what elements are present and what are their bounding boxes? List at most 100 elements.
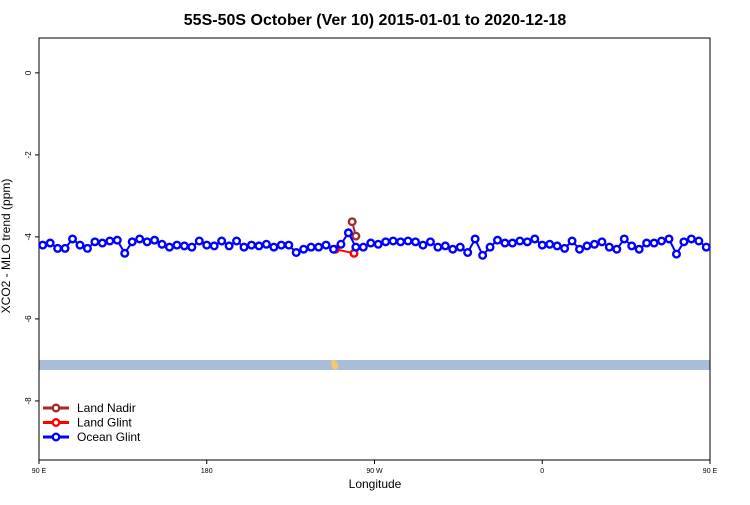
point (530, 234, 540, 244)
legend-label: Land Glint (77, 416, 132, 430)
point (105, 236, 115, 246)
point (589, 239, 599, 249)
point (478, 250, 488, 260)
point (455, 242, 465, 252)
point (582, 241, 592, 251)
point (522, 237, 532, 247)
point (239, 242, 249, 252)
y-tick-label: 0 (24, 70, 33, 75)
point (217, 236, 227, 246)
point (232, 236, 242, 246)
y-tick-label: -2 (24, 151, 33, 159)
point (97, 238, 107, 248)
point (120, 248, 130, 258)
point (448, 244, 458, 254)
point (604, 242, 614, 252)
point (82, 243, 92, 253)
point (127, 237, 137, 247)
point (671, 249, 681, 259)
point (575, 244, 585, 254)
y-tick-label: -6 (24, 315, 33, 323)
point (299, 244, 309, 254)
point (552, 241, 562, 251)
point (537, 240, 547, 250)
point (701, 242, 711, 252)
point (560, 243, 570, 253)
point (619, 234, 629, 244)
point (493, 235, 503, 245)
point (627, 241, 637, 251)
point (75, 240, 85, 250)
point (261, 239, 271, 249)
point (642, 238, 652, 248)
point (664, 234, 674, 244)
x-tick-label: 90 E (703, 468, 718, 475)
legend-marker (51, 432, 61, 442)
point (336, 239, 346, 249)
point (254, 241, 264, 251)
surface-strip (39, 360, 710, 370)
point (351, 231, 361, 241)
point (150, 235, 160, 245)
point (224, 241, 234, 251)
point (112, 235, 122, 245)
point (396, 237, 406, 247)
point (135, 234, 145, 244)
point (328, 244, 338, 254)
point (507, 238, 517, 248)
point (440, 241, 450, 251)
point (366, 238, 376, 248)
y-tick-label: -8 (24, 397, 33, 405)
point (686, 234, 696, 244)
point (679, 237, 689, 247)
point (343, 228, 353, 238)
point (373, 239, 383, 249)
point (284, 240, 294, 250)
point (321, 240, 331, 250)
point (425, 237, 435, 247)
point (567, 236, 577, 246)
point (179, 241, 189, 251)
x-tick-label: 180 (201, 468, 213, 475)
point (485, 242, 495, 252)
point (612, 244, 622, 254)
point (45, 238, 55, 248)
legend-label: Land Nadir (77, 401, 136, 415)
x-tick-label: 0 (540, 468, 544, 475)
point (634, 244, 644, 254)
point (187, 242, 197, 252)
chart-title: 55S-50S October (Ver 10) 2015-01-01 to 2… (184, 12, 567, 29)
point (172, 240, 182, 250)
y-tick-label: -4 (24, 233, 33, 241)
point (246, 240, 256, 250)
point (347, 217, 357, 227)
point (463, 247, 473, 257)
point (515, 236, 525, 246)
point (53, 243, 63, 253)
point (649, 238, 659, 248)
point (351, 242, 361, 252)
point (597, 237, 607, 247)
point (38, 240, 48, 250)
point (545, 239, 555, 249)
legend-marker (51, 418, 61, 428)
point (433, 242, 443, 252)
point (657, 236, 667, 246)
point (209, 241, 219, 251)
x-axis-label: Longitude (349, 477, 402, 491)
point (694, 236, 704, 246)
point (358, 242, 368, 252)
point (90, 237, 100, 247)
land-patch (331, 359, 339, 370)
point (306, 242, 316, 252)
point (68, 234, 78, 244)
point (60, 243, 70, 253)
point (194, 236, 204, 246)
point (276, 240, 286, 250)
y-axis-label: XCO2 - MLO trend (ppm) (0, 179, 13, 314)
point (381, 237, 391, 247)
point (142, 237, 152, 247)
point (500, 238, 510, 248)
point (269, 242, 279, 252)
